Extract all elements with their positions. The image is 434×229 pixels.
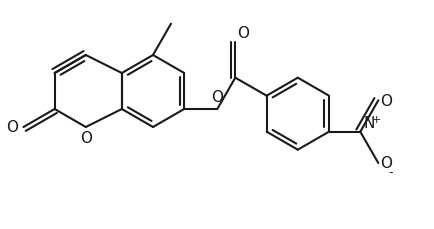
Text: -: - [388,165,392,178]
Text: O: O [80,131,92,145]
Text: O: O [379,156,391,171]
Text: O: O [237,26,249,41]
Text: O: O [7,120,18,135]
Text: O: O [379,93,391,108]
Text: N: N [362,115,374,130]
Text: +: + [371,114,380,124]
Text: O: O [211,90,223,105]
